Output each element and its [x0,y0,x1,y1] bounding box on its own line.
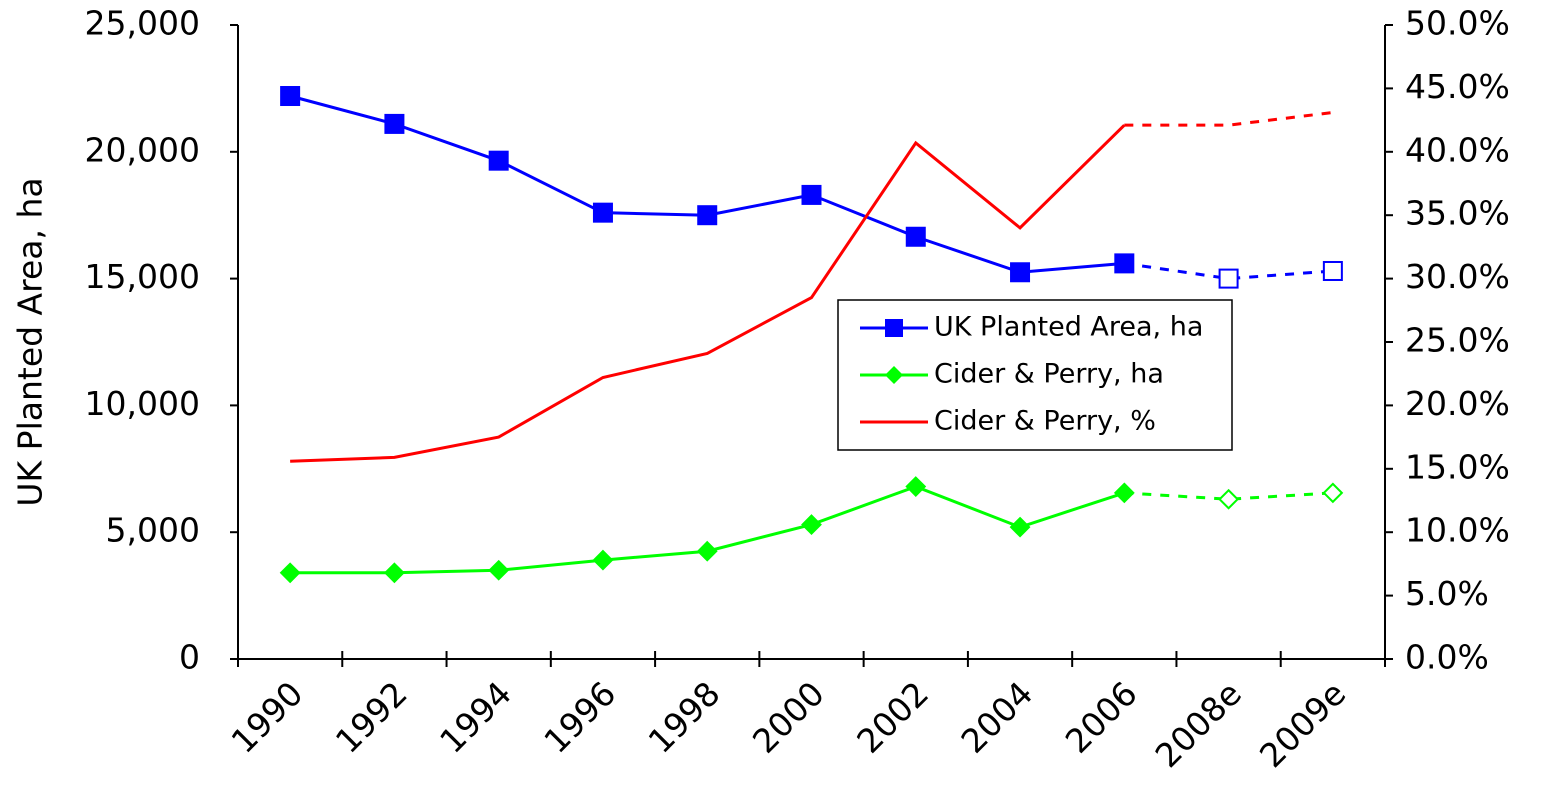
marker [279,562,301,584]
marker [592,549,614,571]
marker [905,226,926,247]
marker [1322,260,1343,281]
y2-tick-label: 0.0% [1405,638,1489,677]
y2-tick-label: 15.0% [1405,447,1510,486]
marker [1010,262,1031,283]
marker [592,202,613,223]
x-tick-label: 1990 [224,674,311,761]
x-tick-label: 1994 [432,674,519,761]
y-axis-title: UK Planted Area, ha [11,177,50,506]
legend-marker [885,319,903,337]
x-tick-label: 2000 [745,674,832,761]
y-tick-label: 10,000 [85,384,200,423]
y2-tick-label: 50.0% [1405,4,1510,43]
marker [801,514,822,536]
marker [1322,482,1344,504]
marker [696,540,718,562]
y2-tick-label: 35.0% [1405,194,1510,233]
x-tick-label: 2002 [849,674,936,761]
marker [383,562,405,584]
marker [1114,253,1135,274]
marker [384,113,405,134]
x-tick-label: 1992 [328,674,415,761]
y-tick-label: 5,000 [106,511,200,550]
legend-label: UK Planted Area, ha [934,312,1203,343]
marker [488,559,510,581]
series-line [289,94,1125,274]
y2-tick-label: 5.0% [1405,574,1489,613]
x-tick-label: 2009e [1252,674,1353,775]
series-line-estimate [1124,111,1334,127]
legend-label: Cider & Perry, ha [934,359,1164,390]
y2-tick-label: 45.0% [1405,67,1510,106]
marker [488,150,509,171]
y2-tick-label: 20.0% [1405,384,1510,423]
legend-marker [885,366,903,384]
y-tick-label: 20,000 [85,130,200,169]
x-tick-label: 2004 [953,674,1040,761]
marker [1009,516,1031,538]
marker [1218,268,1239,289]
series-line [290,124,1126,463]
marker [697,205,718,226]
y2-tick-label: 40.0% [1405,130,1510,169]
y-tick-label: 25,000 [85,4,200,43]
y2-tick-label: 30.0% [1405,257,1510,296]
y2-tick-label: 10.0% [1405,511,1510,550]
legend-label: Cider & Perry, % [934,406,1156,437]
x-tick-label: 1998 [641,674,728,761]
marker [1218,488,1240,510]
y-tick-label: 15,000 [85,257,200,296]
marker [280,86,301,107]
y-tick-label: 0 [179,638,200,677]
marker [905,476,927,497]
x-tick-label: 1996 [536,674,623,761]
marker [801,184,822,205]
marker [1113,482,1135,504]
y2-tick-label: 25.0% [1405,321,1510,360]
x-tick-label: 2006 [1058,674,1145,761]
x-tick-label: 2008e [1148,674,1249,775]
